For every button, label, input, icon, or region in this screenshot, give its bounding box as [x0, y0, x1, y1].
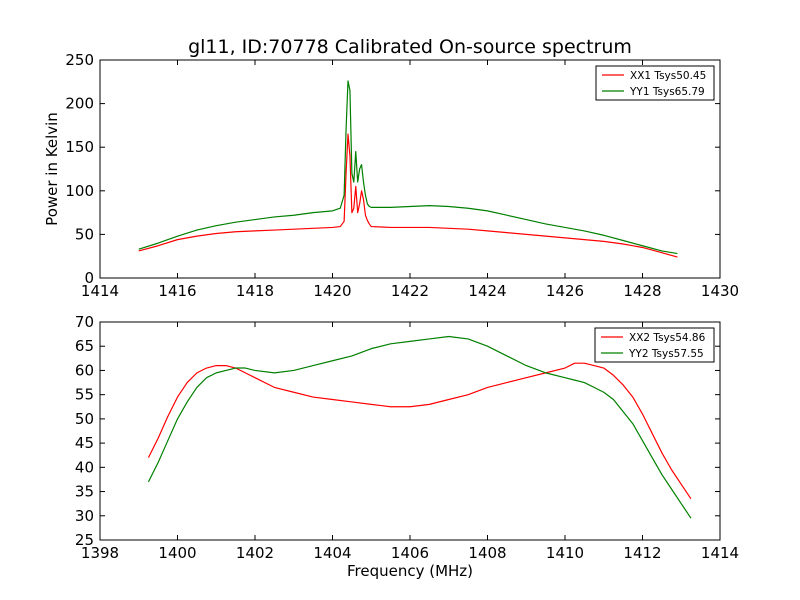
- bottom-series-line-1: [147, 362, 692, 500]
- bottom-x-tick-label: 1406: [391, 544, 429, 562]
- top-x-tick-label: 1420: [313, 282, 351, 300]
- top-y-tick-label: 150: [65, 138, 94, 156]
- top-legend-label-1: XX1 Tsys50.45: [630, 70, 706, 82]
- top-x-tick-label: 1428: [623, 282, 661, 300]
- bottom-y-tick-label: 70: [75, 313, 94, 331]
- top-y-tick-label: 0: [84, 269, 94, 287]
- top-y-tick-label: 50: [75, 225, 94, 243]
- chart-title: gl11, ID:70778 Calibrated On-source spec…: [188, 36, 632, 58]
- bottom-x-axis-label: Frequency (MHz): [347, 562, 473, 580]
- bottom-x-tick-label: 1398: [81, 544, 119, 562]
- top-y-tick-label: 250: [65, 51, 94, 69]
- bottom-y-tick-label: 40: [75, 458, 94, 476]
- top-series-line-1: [138, 133, 678, 258]
- bottom-y-tick-label: 55: [75, 386, 94, 404]
- bottom-y-tick-label: 50: [75, 410, 94, 428]
- bottom-series-line-2: [147, 335, 692, 519]
- bottom-legend-label-1: XX2 Tsys54.86: [629, 332, 706, 344]
- bottom-y-tick-label: 30: [75, 507, 94, 525]
- top-x-tick-label: 1422: [391, 282, 429, 300]
- top-y-axis-label: Power in Kelvin: [43, 112, 61, 226]
- top-legend-box: [595, 65, 715, 101]
- top-y-tick-label: 200: [65, 95, 94, 113]
- bottom-y-tick-label: 25: [75, 531, 94, 549]
- bottom-x-tick-label: 1402: [236, 544, 274, 562]
- top-legend-label-2: YY1 Tsys65.79: [629, 86, 705, 98]
- top-x-tick-label: 1414: [81, 282, 119, 300]
- top-x-tick-label: 1424: [468, 282, 506, 300]
- bottom-x-tick-label: 1400: [158, 544, 196, 562]
- bottom-y-tick-label: 65: [75, 337, 94, 355]
- bottom-x-tick-label: 1408: [468, 544, 506, 562]
- bottom-panel: 1398 1400 1402 1404 1406 1408 1410 1412 1414 25 30…: [75, 313, 739, 580]
- top-panel: 1414 1416 1418 1420 1422 1424 1426 1428 1430 0 50 1…: [43, 51, 739, 300]
- bottom-x-tick-label: 1412: [623, 544, 661, 562]
- bottom-x-tick-label: 1404: [313, 544, 351, 562]
- top-series-line-2: [138, 80, 678, 255]
- bottom-y-tick-label: 35: [75, 483, 94, 501]
- top-x-tick-label: 1416: [158, 282, 196, 300]
- top-x-tick-label: 1430: [701, 282, 739, 300]
- bottom-x-tick-label: 1410: [546, 544, 584, 562]
- bottom-y-tick-label: 45: [75, 434, 94, 452]
- bottom-legend-box: [594, 327, 715, 363]
- bottom-x-tick-label: 1414: [701, 544, 739, 562]
- bottom-legend-label-2: YY2 Tsys57.55: [628, 348, 704, 360]
- top-y-tick-label: 100: [65, 182, 94, 200]
- top-x-tick-label: 1418: [236, 282, 274, 300]
- bottom-y-tick-label: 60: [75, 361, 94, 379]
- top-x-tick-label: 1426: [546, 282, 584, 300]
